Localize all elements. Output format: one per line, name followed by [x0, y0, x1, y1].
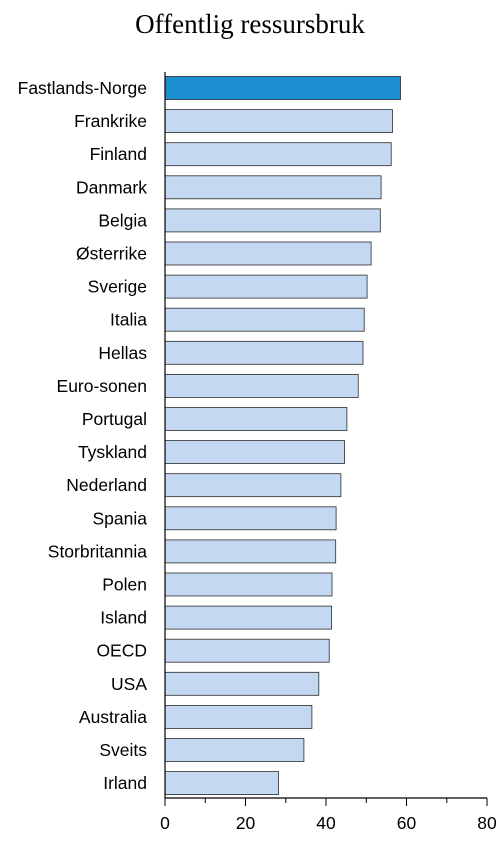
category-label-oecd: OECD — [96, 641, 147, 661]
x-tick-label: 0 — [160, 813, 170, 833]
bar-euro-sonen — [164, 373, 359, 398]
category-label-østerrike: Østerrike — [76, 244, 147, 264]
x-tick-label: 60 — [397, 813, 417, 833]
category-label-danmark: Danmark — [76, 177, 147, 197]
bars-layer — [164, 76, 401, 795]
category-label-irland: Irland — [103, 773, 147, 793]
chart-title: Offentlig ressursbruk — [135, 9, 365, 39]
bar-island — [164, 605, 333, 630]
bar-belgia — [164, 208, 381, 233]
category-label-fastlands-norge: Fastlands-Norge — [18, 78, 147, 98]
category-label-italia: Italia — [110, 310, 147, 330]
category-label-polen: Polen — [102, 575, 147, 595]
bar-oecd — [164, 638, 330, 663]
bar-australia — [164, 705, 313, 729]
bar-danmark — [164, 175, 382, 200]
x-tick-label: 80 — [477, 813, 497, 833]
category-label-portugal: Portugal — [82, 409, 147, 429]
bar-spania — [164, 506, 337, 531]
category-label-spania: Spania — [93, 508, 148, 528]
category-label-nederland: Nederland — [66, 475, 147, 495]
bar-sveits — [164, 738, 305, 762]
bar-østerrike — [164, 241, 372, 266]
bar-tyskland — [164, 440, 345, 465]
bar-portugal — [164, 407, 348, 431]
bar-polen — [164, 572, 333, 597]
x-tick-label: 40 — [316, 813, 336, 833]
bar-italia — [164, 307, 365, 332]
bar-usa — [164, 671, 320, 696]
x-axis: 0 20 40 60 80 — [160, 72, 497, 833]
category-label-finland: Finland — [90, 144, 147, 164]
bar-fastlands-norge — [164, 76, 401, 100]
bar-storbritannia — [164, 539, 337, 564]
category-label-island: Island — [100, 608, 147, 628]
category-label-australia: Australia — [79, 707, 147, 727]
category-label-tyskland: Tyskland — [78, 442, 147, 462]
category-label-frankrike: Frankrike — [74, 111, 147, 131]
category-label-usa: USA — [111, 674, 147, 694]
bar-sverige — [164, 274, 368, 299]
category-label-belgia: Belgia — [98, 210, 147, 230]
x-tick-label: 20 — [236, 813, 256, 833]
bar-frankrike — [164, 109, 393, 133]
bar-irland — [164, 771, 279, 795]
category-label-sveits: Sveits — [99, 740, 147, 760]
category-label-sverige: Sverige — [88, 277, 147, 297]
category-label-euro-sonen: Euro-sonen — [57, 376, 147, 396]
category-labels: Fastlands-Norge Frankrike Finland Danmark Be… — [18, 78, 148, 793]
bar-finland — [164, 142, 392, 167]
category-label-hellas: Hellas — [98, 343, 147, 363]
bar-hellas — [164, 340, 364, 365]
category-label-storbritannia: Storbritannia — [48, 541, 147, 561]
bar-nederland — [164, 473, 342, 498]
